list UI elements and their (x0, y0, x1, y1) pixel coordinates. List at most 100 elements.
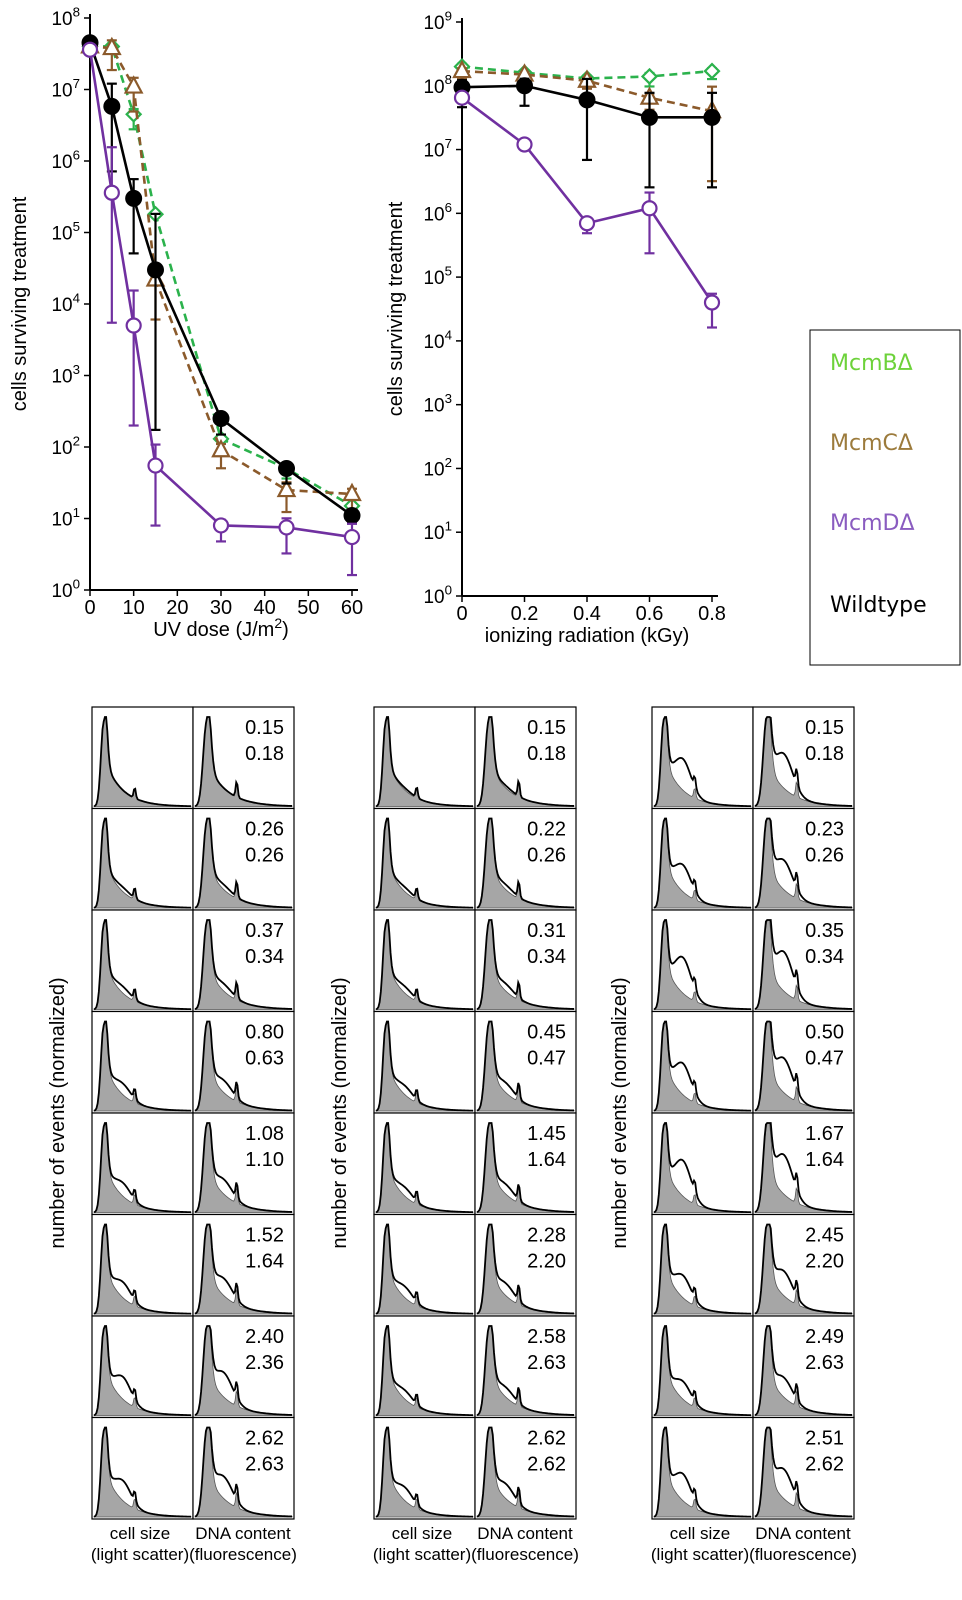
cell-size-column-label: cell size (110, 1524, 170, 1543)
histogram-overlay (653, 1426, 752, 1518)
data-point (212, 410, 230, 428)
cell-size-histogram (373, 1213, 476, 1317)
x-tick-label: 0.2 (511, 603, 539, 625)
y-tick-label: 105 (423, 264, 452, 290)
dna-content-histogram: 0.50 0.47 (752, 1010, 855, 1114)
x-axis-label: UV dose (J/m2) (153, 615, 289, 641)
histogram-y-axis-label: number of events (normalized) (329, 977, 351, 1248)
histogram-overlay (194, 1020, 293, 1112)
data-point (125, 317, 142, 334)
histogram-overlay (93, 1122, 192, 1214)
dna-content-histogram: 0.80 0.63 (192, 1010, 295, 1114)
y-tick-label: 105 (51, 219, 80, 245)
legend-label-mcmc: McmCΔ (830, 431, 913, 456)
y-tick-label: 101 (423, 519, 452, 545)
data-point (342, 482, 362, 502)
histogram-value-bottom: 2.63 (245, 1454, 284, 1476)
series-mcmc (80, 35, 362, 514)
histogram-value-top: 0.50 (805, 1022, 844, 1044)
data-point (147, 457, 164, 474)
data-point (452, 59, 472, 79)
histogram-overlay (653, 817, 752, 909)
data-point (103, 184, 120, 201)
histogram-overlay (476, 919, 575, 1011)
histogram-overlay (194, 919, 293, 1011)
series-wildtype (81, 34, 361, 525)
dna-content-histogram: 0.26 0.26 (192, 807, 295, 911)
histogram-value-top: 1.45 (527, 1123, 566, 1145)
histogram-value-bottom: 0.26 (527, 845, 566, 867)
histogram-overlay (93, 1020, 192, 1112)
cell-size-histogram (91, 1213, 194, 1317)
data-point (641, 200, 658, 217)
histogram-value-bottom: 2.20 (527, 1251, 566, 1273)
histogram-value-bottom: 0.34 (527, 946, 566, 968)
dna-content-histogram: 2.45 2.20 (752, 1213, 855, 1317)
histogram-value-top: 0.22 (527, 819, 566, 841)
y-tick-label: 108 (51, 4, 80, 30)
histogram-value-top: 0.80 (245, 1022, 284, 1044)
dna-content-histogram: 0.15 0.18 (474, 706, 577, 810)
histogram-overlay (194, 1325, 293, 1416)
histogram-value-bottom: 1.10 (245, 1149, 284, 1171)
x-tick-label: 20 (166, 597, 188, 619)
dna-content-histogram: 0.37 0.34 (192, 909, 295, 1013)
x-axis-label: ionizing radiation (kGy) (485, 625, 690, 647)
y-tick-label: 106 (423, 200, 452, 226)
histogram-value-bottom: 0.47 (527, 1048, 566, 1070)
histogram-value-bottom: 0.34 (805, 946, 844, 968)
histogram-overlay (194, 817, 293, 909)
data-point (703, 294, 721, 311)
dna-content-column-label: DNA content (755, 1524, 851, 1543)
histogram-y-axis-label: number of events (normalized) (609, 977, 631, 1248)
dna-content-histogram: 2.49 2.63 (752, 1315, 855, 1419)
histogram-overlay (93, 716, 192, 808)
legend-label-mcmb: McmBΔ (830, 351, 913, 376)
histogram-overlay (754, 1020, 853, 1112)
histogram-panel-2: number of events (normalized) 0.15 0.18 0.2… (329, 706, 579, 1564)
cell-size-histogram (373, 807, 476, 911)
histogram-value-bottom: 0.18 (527, 743, 566, 765)
histogram-overlay (194, 1223, 293, 1315)
histogram-overlay (375, 1426, 474, 1518)
histogram-value-bottom: 2.63 (527, 1352, 566, 1374)
y-tick-label: 104 (423, 327, 452, 353)
histogram-overlay (476, 1020, 575, 1112)
y-tick-label: 107 (51, 76, 80, 102)
dna-content-histogram: 0.31 0.34 (474, 909, 577, 1013)
histogram-value-top: 2.40 (245, 1326, 284, 1348)
cell-size-histogram (373, 706, 476, 810)
x-tick-label: 0 (84, 597, 95, 619)
data-point (703, 108, 721, 126)
dna-content-histogram: 0.35 0.34 (752, 909, 855, 1013)
histogram-overlay (93, 1426, 192, 1518)
histogram-value-bottom: 0.18 (245, 743, 284, 765)
data-point (703, 62, 721, 80)
histogram-overlay (653, 716, 752, 808)
data-point (343, 507, 361, 525)
cell-size-histogram (373, 1416, 476, 1520)
histogram-value-top: 2.58 (527, 1326, 566, 1348)
data-point (578, 215, 596, 232)
cell-size-histogram (651, 807, 754, 911)
histogram-overlay (476, 1223, 575, 1315)
dna-content-histogram: 2.62 2.62 (474, 1416, 577, 1520)
cell-size-histogram (651, 909, 754, 1013)
legend-label-mcmd: McmDΔ (830, 511, 915, 536)
cell-size-histogram (651, 1213, 754, 1317)
x-tick-label: 0.4 (573, 603, 601, 625)
cell-size-histogram (91, 1112, 194, 1216)
data-point (147, 261, 164, 279)
dna-content-histogram: 2.51 2.62 (752, 1416, 855, 1520)
histogram-overlay (194, 1122, 293, 1213)
y-axis-label: cells surviving treatment (9, 196, 31, 411)
histogram-value-bottom: 2.63 (805, 1352, 844, 1374)
series-mcmd (453, 89, 721, 329)
data-point (578, 91, 596, 109)
y-tick-label: 106 (51, 147, 80, 173)
y-tick-label: 100 (51, 576, 80, 602)
x-tick-label: 40 (254, 597, 276, 619)
dna-content-column-label: (fluorescence) (749, 1545, 857, 1564)
histogram-overlay (194, 716, 293, 808)
cell-size-column-label: (light scatter) (91, 1545, 189, 1564)
